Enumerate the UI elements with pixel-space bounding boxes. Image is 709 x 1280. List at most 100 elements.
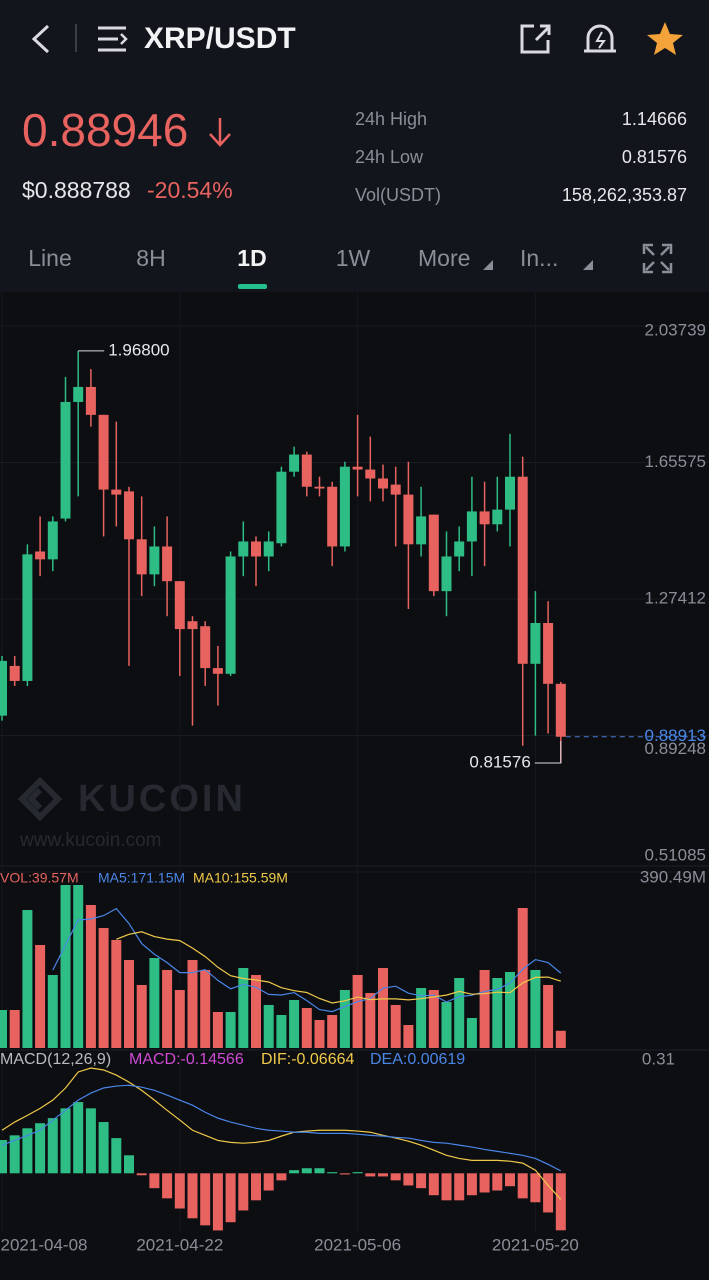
volume-bar — [492, 977, 503, 1048]
stat-label: Vol(USDT) — [355, 185, 441, 205]
legend-entry: DEA:0.00619 — [370, 1051, 465, 1068]
volume-bar — [60, 885, 71, 1048]
watermark-brand: KUCOIN — [78, 778, 246, 820]
macd-bar — [327, 1172, 338, 1174]
stat-label: 24h High — [355, 109, 427, 129]
macd-bar — [124, 1155, 134, 1174]
candle-body — [416, 516, 427, 545]
macd-bar — [174, 1173, 185, 1209]
favorite-button[interactable] — [647, 22, 683, 55]
macd-bar — [73, 1102, 84, 1174]
macd-bar — [212, 1173, 223, 1231]
volume-bar — [289, 999, 300, 1048]
volume-bar — [22, 909, 33, 1048]
macd-bar — [289, 1170, 300, 1174]
macd-bar — [187, 1173, 198, 1219]
macd-bar — [238, 1173, 249, 1211]
stat-value: 0.81576 — [622, 147, 687, 167]
candle-body — [327, 486, 338, 547]
volume-bar — [555, 1030, 566, 1048]
volume-bar — [479, 969, 490, 1048]
macd-bar — [441, 1173, 452, 1201]
tab[interactable]: In... — [520, 245, 558, 271]
alert-button[interactable] — [584, 24, 616, 53]
volume-bar — [263, 1004, 274, 1048]
candle-body — [73, 386, 84, 402]
legend-entry: VOL:39.57M — [0, 870, 79, 886]
volume-bar — [85, 904, 96, 1048]
volume-bar — [454, 977, 465, 1048]
volume-bar — [200, 969, 211, 1048]
macd-bar — [200, 1173, 211, 1226]
volume-bar — [149, 958, 160, 1048]
macd-bar — [314, 1168, 325, 1174]
tab[interactable]: More — [418, 245, 470, 271]
macd-bar — [492, 1173, 503, 1191]
stat-value: 1.14666 — [622, 109, 687, 129]
chart-bg — [0, 292, 709, 1280]
watermark-url: www.kucoin.com — [19, 830, 162, 851]
volume-bar — [530, 969, 541, 1048]
macd-line — [1, 1084, 562, 1172]
macd-bar — [35, 1123, 46, 1174]
macd-bar — [263, 1173, 274, 1191]
tab-indicator — [238, 284, 267, 289]
fullscreen-button[interactable] — [642, 243, 673, 274]
candle-body — [543, 623, 554, 684]
macd-bar — [454, 1173, 465, 1201]
last-price-label: 0.88913 — [645, 726, 706, 745]
stat-label: 24h Low — [355, 147, 424, 167]
tab[interactable]: 1W — [336, 245, 371, 271]
candle-body — [555, 683, 566, 737]
candle-body — [136, 539, 147, 575]
y-tick-label: 2.03739 — [645, 320, 706, 339]
high-label: 1.96800 — [108, 340, 169, 359]
legend-entry: MA10:155.59M — [193, 870, 288, 886]
macd-bar — [505, 1173, 515, 1187]
share-button[interactable] — [520, 24, 551, 54]
volume-bar — [0, 1009, 7, 1048]
candle-body — [276, 471, 287, 544]
candle-body — [378, 478, 388, 489]
volume-bar — [47, 974, 58, 1048]
volume-bar — [251, 974, 261, 1048]
volume-bar — [187, 960, 198, 1048]
volume-bar — [238, 967, 249, 1048]
candle-body — [301, 454, 312, 487]
tab-active[interactable]: 1D — [237, 245, 266, 271]
y-tick-label: 1.27412 — [645, 588, 706, 607]
candle-body — [212, 668, 223, 674]
tab[interactable]: 8H — [136, 245, 165, 271]
candle-body — [339, 466, 350, 547]
candle-body — [403, 494, 414, 545]
legend-entry: MACD(12,26,9) — [0, 1051, 111, 1068]
candle-body — [352, 466, 363, 470]
candle-body — [517, 476, 528, 664]
back-button[interactable] — [31, 24, 50, 54]
macd-bar — [378, 1173, 388, 1177]
x-tick-label: 2021-04-08 — [1, 1235, 88, 1254]
x-tick-label: 2021-05-06 — [314, 1235, 401, 1254]
volume-bar — [339, 990, 350, 1048]
menu-button[interactable] — [98, 26, 128, 52]
macd-bar — [60, 1108, 71, 1174]
macd-bar — [301, 1168, 312, 1174]
macd-bar — [111, 1138, 122, 1174]
macd-bar — [352, 1172, 363, 1174]
volume-bar — [352, 974, 363, 1048]
down-arrow — [209, 118, 231, 147]
volume-bar — [441, 1001, 452, 1048]
tab[interactable]: Line — [28, 245, 71, 271]
volume-bar — [428, 990, 439, 1048]
volume-bar — [276, 1015, 287, 1048]
macd-bar — [555, 1173, 566, 1231]
volume-bar — [505, 971, 515, 1048]
volume-bar — [162, 969, 173, 1048]
macd-bar — [479, 1173, 490, 1193]
volume-bar — [124, 960, 134, 1048]
macd-bar — [0, 1140, 7, 1174]
volume-bar — [212, 1011, 223, 1048]
candle-body — [111, 489, 122, 495]
candle-body — [454, 541, 465, 557]
